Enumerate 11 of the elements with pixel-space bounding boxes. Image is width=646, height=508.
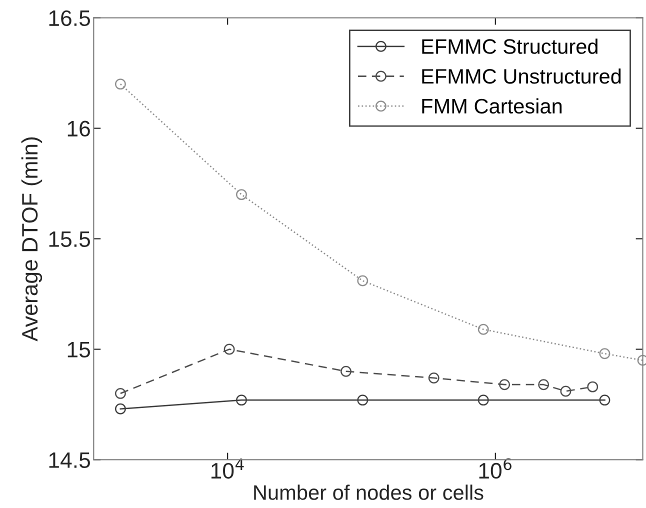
legend-label: FMM Cartesian	[422, 98, 562, 114]
x-axis-title: Number of nodes or cells	[254, 484, 484, 500]
y-tick-label: 16.5	[49, 10, 90, 26]
x-tick-label: 10$^{4}$	[212, 458, 244, 479]
y-tick-label: 16	[68, 120, 90, 137]
y-axis-title: Average DTOF (min)	[21, 137, 42, 342]
y-tick-label: 15.5	[49, 232, 90, 248]
y-tick-label: 15	[68, 342, 90, 358]
y-tick-label: 14.5	[49, 452, 90, 468]
legend-label: EFMMC Unstructured	[422, 68, 621, 84]
legend-label: EFMMC Structured	[422, 38, 598, 54]
